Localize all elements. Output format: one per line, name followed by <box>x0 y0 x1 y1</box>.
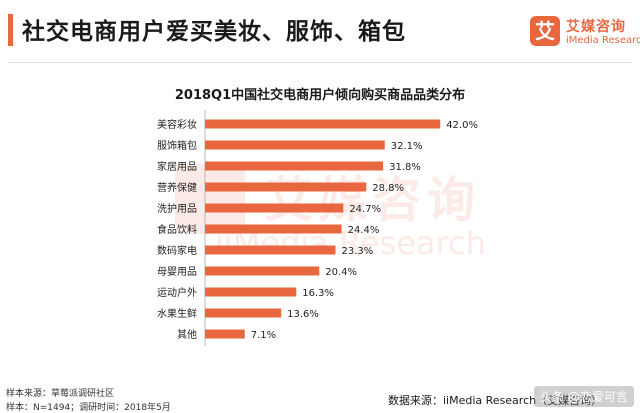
category-label: 运动户外 <box>157 286 197 299</box>
title-accent-bar <box>8 14 13 46</box>
bar <box>205 245 336 255</box>
category-label: 数码家电 <box>157 244 197 257</box>
corner-watermark: 头条 @恋爱可言 <box>534 386 634 407</box>
sample-info: 样本：N=1494；调研时间：2018年5月 <box>6 403 171 413</box>
category-label: 洗护用品 <box>157 202 197 215</box>
value-label: 16.3% <box>302 288 334 299</box>
value-label: 24.7% <box>349 204 381 215</box>
category-label: 母婴用品 <box>157 266 197 278</box>
imedia-logo: 艾 艾媒咨询 iMedia Research <box>530 16 640 56</box>
watermark-logo-icon <box>175 164 245 234</box>
header-divider <box>8 62 632 63</box>
bar <box>205 329 245 339</box>
category-label: 营养保健 <box>157 181 197 194</box>
bar <box>205 224 342 234</box>
category-label: 美容彩妆 <box>157 118 197 131</box>
category-label: 水果生鲜 <box>157 307 197 320</box>
sample-source: 样本来源：草莓派调研社区 <box>6 389 115 399</box>
bar <box>205 308 282 318</box>
value-label: 23.3% <box>341 246 373 257</box>
bar <box>205 203 344 213</box>
bar <box>205 119 441 129</box>
data-source: 数据来源：iiMedia Research（艾媒咨询） <box>388 394 603 407</box>
bar <box>205 161 384 171</box>
bar <box>205 140 385 150</box>
value-label: 31.8% <box>389 162 421 173</box>
category-label: 食品饮料 <box>157 223 197 236</box>
category-label: 服饰箱包 <box>157 139 197 152</box>
bar-chart: 美容彩妆 42.0% 服饰箱包 32.1% 家居用品 31.8% 营养保健 28.8% 洗护用品… <box>157 110 478 346</box>
value-label: 13.6% <box>287 309 319 320</box>
bar <box>205 266 320 276</box>
logo-cn-text: 艾媒咨询 <box>566 19 626 35</box>
logo-mark-icon: 艾 <box>530 16 560 46</box>
page-title: 社交电商用户爱买美妆、服饰、箱包 <box>22 19 406 45</box>
value-label: 24.4% <box>348 225 380 236</box>
chart-title: 2018Q1中国社交电商用户倾向购买商品品类分布 <box>174 88 466 103</box>
bar <box>205 182 367 192</box>
value-label: 20.4% <box>325 267 357 278</box>
watermark-cn: 艾媒咨询 <box>265 172 482 228</box>
category-label: 其他 <box>177 328 197 341</box>
value-label: 42.0% <box>446 120 478 131</box>
category-label: 家居用品 <box>157 160 197 173</box>
logo-en-text: iMedia Research <box>566 35 640 46</box>
value-label: 28.8% <box>372 183 404 194</box>
value-label: 7.1% <box>251 330 276 341</box>
value-label: 32.1% <box>391 141 423 152</box>
bar <box>205 287 297 297</box>
